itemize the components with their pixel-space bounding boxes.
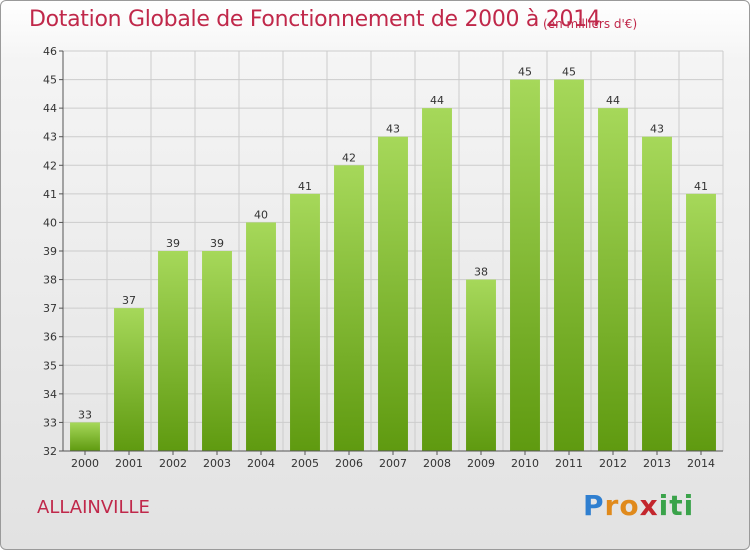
bar-2011 [554,79,584,452]
x-tick-label-2005: 2005 [291,457,319,470]
data-label-2002: 39 [166,237,180,250]
logo-letter: t [669,489,684,522]
bar-2002 [158,251,188,451]
x-tick-label-2004: 2004 [247,457,275,470]
bar-2006 [334,165,364,452]
y-tick-label: 33 [43,416,57,429]
logo-letter: x [639,489,659,522]
x-tick-label-2012: 2012 [599,457,627,470]
data-label-2000: 33 [78,408,92,421]
data-label-2003: 39 [210,237,224,250]
bar-2013 [642,136,672,451]
data-label-2010: 45 [518,66,532,79]
y-tick-label: 42 [43,159,57,172]
data-label-2009: 38 [474,266,488,279]
commune-name: ALLAINVILLE [37,497,150,518]
y-tick-label: 43 [43,131,57,144]
x-tick-label-2000: 2000 [71,457,99,470]
y-tick-label: 40 [43,216,57,229]
bar-2014 [686,193,716,451]
y-tick-label: 34 [43,388,57,401]
x-tick-label-2006: 2006 [335,457,363,470]
logo-letter: r [604,489,620,522]
bar-2007 [378,136,408,451]
x-tick-label-2009: 2009 [467,457,495,470]
x-tick-label-2011: 2011 [555,457,583,470]
y-tick-label: 44 [43,102,57,115]
bar-2009 [466,279,496,451]
x-tick-label-2002: 2002 [159,457,187,470]
bar-2012 [598,108,628,452]
x-tick-label-2007: 2007 [379,457,407,470]
x-tick-label-2013: 2013 [643,457,671,470]
bar-2000 [70,422,100,451]
y-tick-label: 39 [43,245,57,258]
data-label-2012: 44 [606,94,620,107]
y-tick-label: 35 [43,359,57,372]
y-tick-label: 37 [43,302,57,315]
data-label-2001: 37 [122,294,136,307]
data-label-2013: 43 [650,123,664,136]
y-tick-label: 45 [43,74,57,87]
bar-2001 [114,308,144,451]
bar-2003 [202,251,232,451]
data-label-2005: 41 [298,180,312,193]
data-label-2006: 42 [342,151,356,164]
bar-2005 [290,193,320,451]
chart-units: (en milliers d'€) [543,17,638,31]
bar-2008 [422,108,452,452]
y-tick-label: 36 [43,331,57,344]
y-tick-label: 41 [43,188,57,201]
chart-title: Dotation Globale de Fonctionnement de 20… [29,7,601,32]
logo-letter: i [658,489,670,522]
x-tick-label-2003: 2003 [203,457,231,470]
data-label-2011: 45 [562,66,576,79]
data-label-2007: 43 [386,123,400,136]
x-tick-label-2001: 2001 [115,457,143,470]
bar-2010 [510,79,540,452]
logo-letter: P [583,489,605,522]
logo-letter: o [619,489,640,522]
logo-letter: i [683,489,695,522]
y-tick-label: 46 [43,45,57,58]
data-label-2014: 41 [694,180,708,193]
bar-2004 [246,222,276,451]
y-tick-label: 38 [43,274,57,287]
x-tick-label-2010: 2010 [511,457,539,470]
data-label-2004: 40 [254,208,268,221]
x-tick-label-2008: 2008 [423,457,451,470]
proxiti-logo: Proxiti [583,489,694,522]
bars: 33 37 39 39 40 41 42 43 44 38 45 45 44 43 41 [70,66,716,452]
x-tick-label-2014: 2014 [687,457,715,470]
data-label-2008: 44 [430,94,444,107]
y-tick-label: 32 [43,445,57,458]
axes: 32 33 34 35 36 37 38 39 40 41 42 43 44 45 46 2000 2001 20… [43,45,723,470]
